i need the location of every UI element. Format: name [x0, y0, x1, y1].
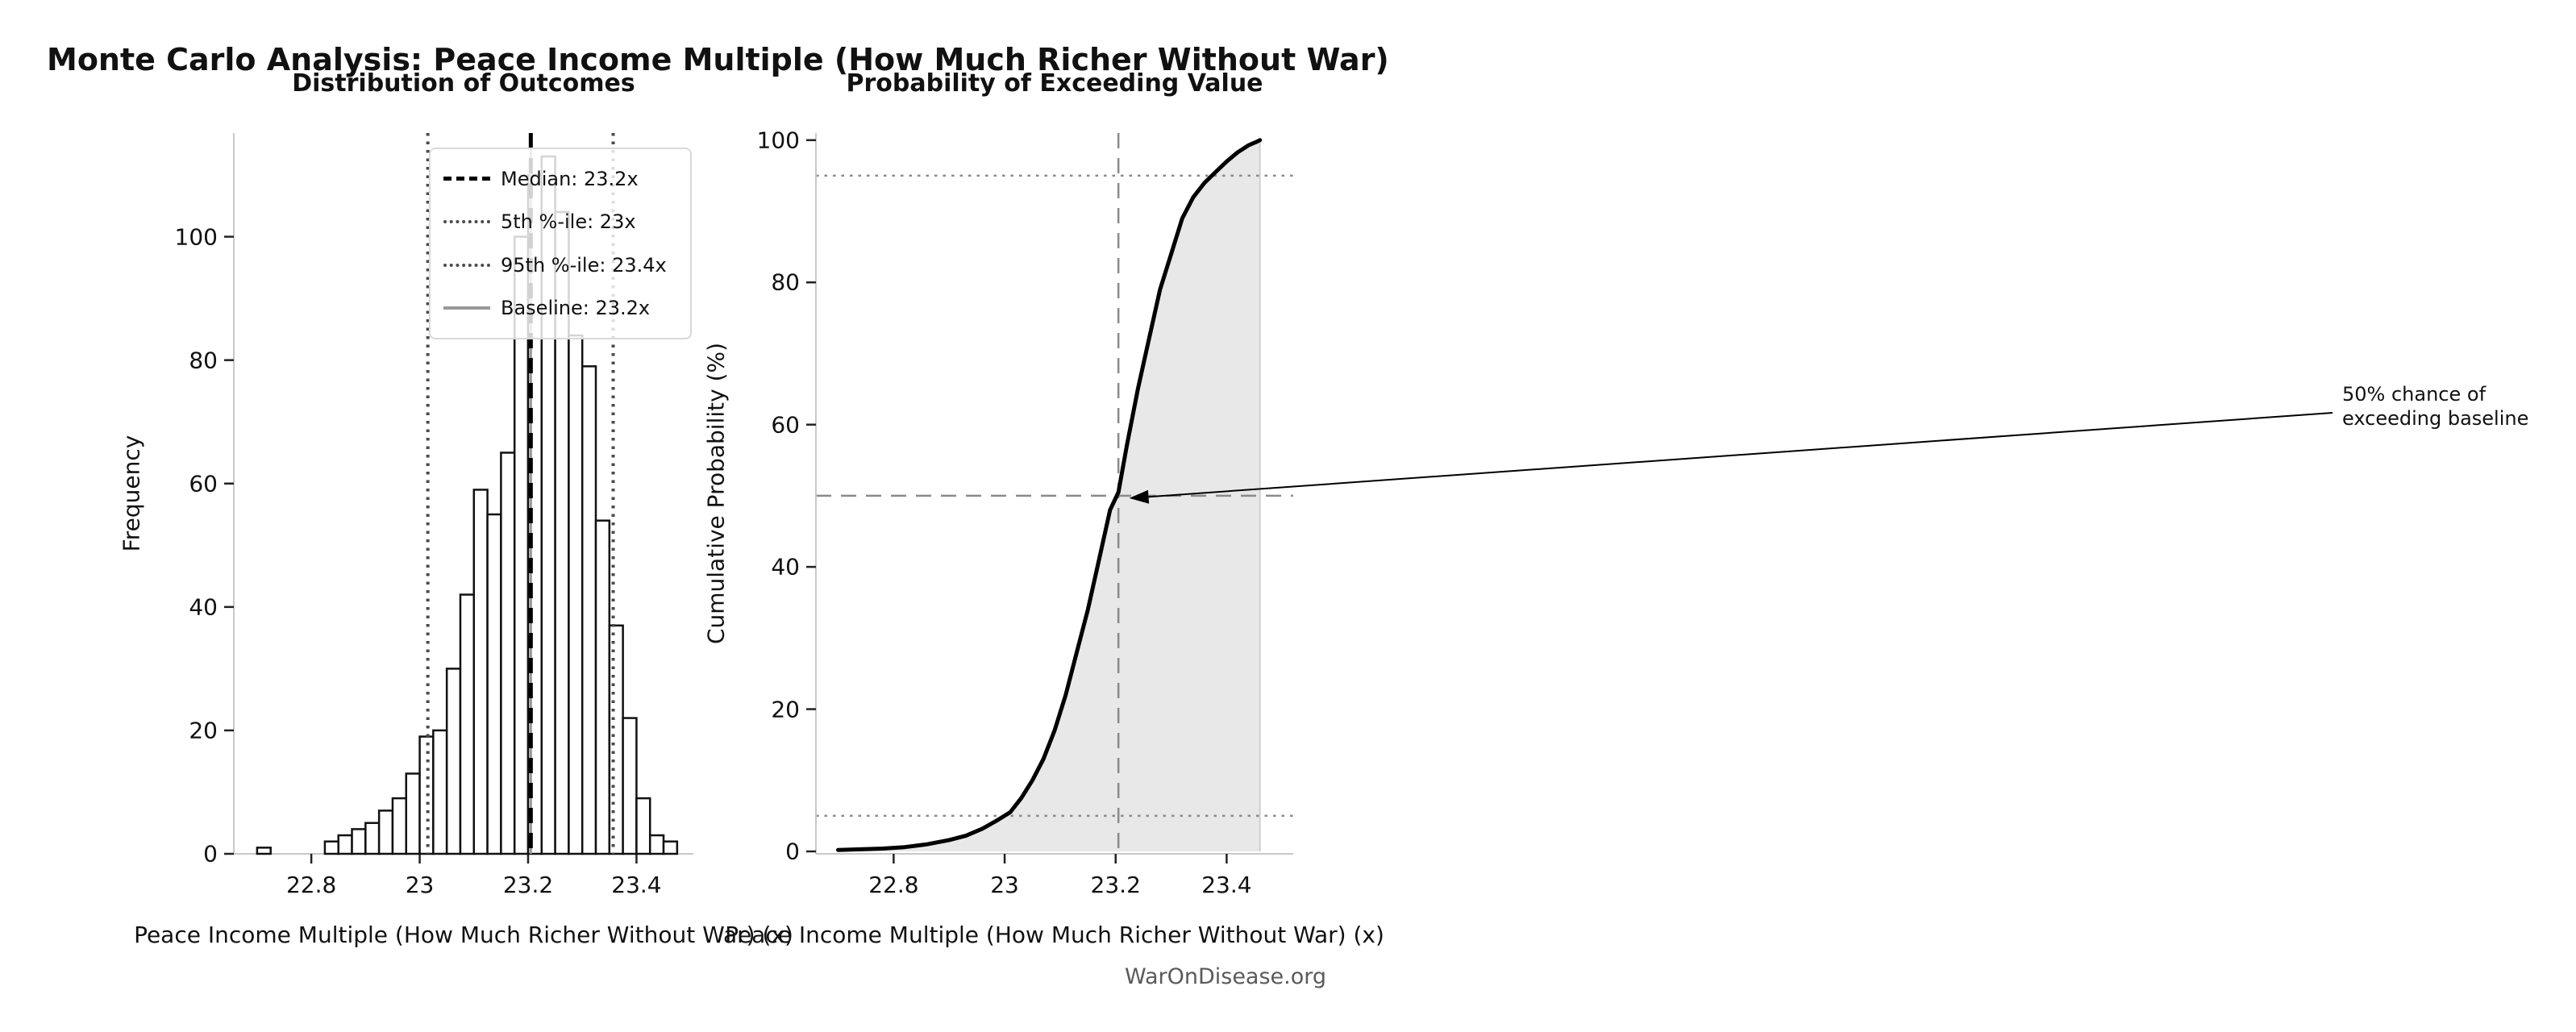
percentile95-line-sample-icon: [443, 263, 490, 267]
histogram-y-axis-label: Frequency: [118, 435, 145, 552]
legend-label: 5th %-ile: 23x: [501, 210, 636, 234]
annotation-line-2: exceeding baseline: [2342, 407, 2529, 430]
annotation-line-1: 50% chance of: [2342, 383, 2487, 406]
cdf-curve: [836, 138, 1263, 852]
histogram-bar: [608, 624, 624, 855]
legend-item-95th-percentile: 95th %-ile: 23.4x: [443, 254, 677, 277]
histogram-bar: [500, 452, 516, 855]
histogram-bar: [648, 834, 665, 855]
histogram-x-axis-label: Peace Income Multiple (How Much Richer W…: [134, 922, 793, 948]
histogram-bar: [472, 489, 489, 855]
histogram-x-tick-label: 23.2: [502, 872, 554, 898]
histogram-bar: [568, 334, 584, 855]
histogram-bar: [594, 519, 611, 855]
cdf-y-tick-label: 40: [771, 553, 800, 580]
histogram-y-tick-label: 0: [203, 840, 218, 868]
histogram-title: Distribution of Outcomes: [292, 69, 635, 98]
cdf-y-axis-label: Cumulative Probability (%): [702, 342, 730, 645]
annotation-50-percent: 50% chance of exceeding baseline: [2342, 382, 2528, 431]
histogram-bar: [405, 772, 421, 855]
cdf-y-tick-label: 20: [771, 696, 800, 723]
legend: Median: 23.2x 5th %-ile: 23x 95th %-ile:…: [429, 148, 692, 339]
histogram-bar: [323, 840, 339, 855]
legend-item-5th-percentile: 5th %-ile: 23x: [443, 210, 677, 233]
histogram-bar: [432, 729, 448, 855]
histogram-bar: [391, 797, 407, 855]
histogram-bar: [486, 513, 502, 855]
legend-item-median: Median: 23.2x: [443, 168, 677, 190]
cdf-y-tick-label: 60: [771, 411, 800, 439]
histogram-y-tick-label: 40: [189, 593, 218, 621]
cdf-x-tick-label: 22.8: [868, 872, 919, 898]
histogram-y-tick-label: 20: [189, 717, 218, 744]
legend-label: 95th %-ile: 23.4x: [501, 253, 667, 277]
percentile5-line-sample-icon: [443, 220, 490, 224]
histogram-x-tick-label: 23: [405, 872, 435, 898]
legend-item-baseline: Baseline: 23.2x: [443, 297, 677, 319]
histogram-bar: [662, 840, 679, 855]
watermark-text: WarOnDisease.org: [1124, 964, 1327, 989]
annotation-arrow-line: [1148, 412, 2333, 498]
histogram-x-tick-label: 22.8: [285, 872, 337, 898]
histogram-y-tick-label: 80: [189, 347, 218, 374]
cdf-x-tick-label: 23.2: [1090, 872, 1141, 898]
cdf-x-tick-label: 23.4: [1201, 872, 1252, 898]
histogram-bar: [459, 593, 476, 855]
cdf-y-tick-label: 100: [756, 127, 800, 154]
histogram-bar: [351, 828, 367, 855]
baseline-line-sample-icon: [443, 306, 490, 310]
histogram-bar: [364, 822, 381, 855]
annotation-arrowhead-icon: [1129, 489, 1150, 504]
figure-title: Monte Carlo Analysis: Peace Income Multi…: [47, 42, 1389, 77]
cdf-x-axis-label: Peace Income Multiple (How Much Richer W…: [725, 922, 1384, 948]
cdf-x-tick-label: 23: [990, 872, 1019, 898]
histogram-x-tick-label: 23.4: [611, 872, 662, 898]
histogram-bar: [337, 834, 353, 855]
histogram-bar: [445, 668, 462, 855]
histogram-y-tick-label: 60: [189, 470, 218, 497]
cdf-title: Probability of Exceeding Value: [846, 69, 1263, 98]
legend-label: Median: 23.2x: [501, 167, 639, 190]
histogram-y-tick-label: 100: [174, 223, 218, 251]
histogram-bar: [377, 809, 394, 855]
cdf-y-tick-label: 0: [785, 838, 800, 865]
cdf-y-tick-label: 80: [771, 268, 800, 296]
legend-label: Baseline: 23.2x: [501, 297, 651, 320]
histogram-bar: [581, 365, 597, 855]
median-line-sample-icon: [443, 177, 490, 181]
histogram-bar: [256, 847, 272, 855]
histogram-bar: [635, 797, 651, 855]
histogram-bar: [622, 717, 638, 855]
